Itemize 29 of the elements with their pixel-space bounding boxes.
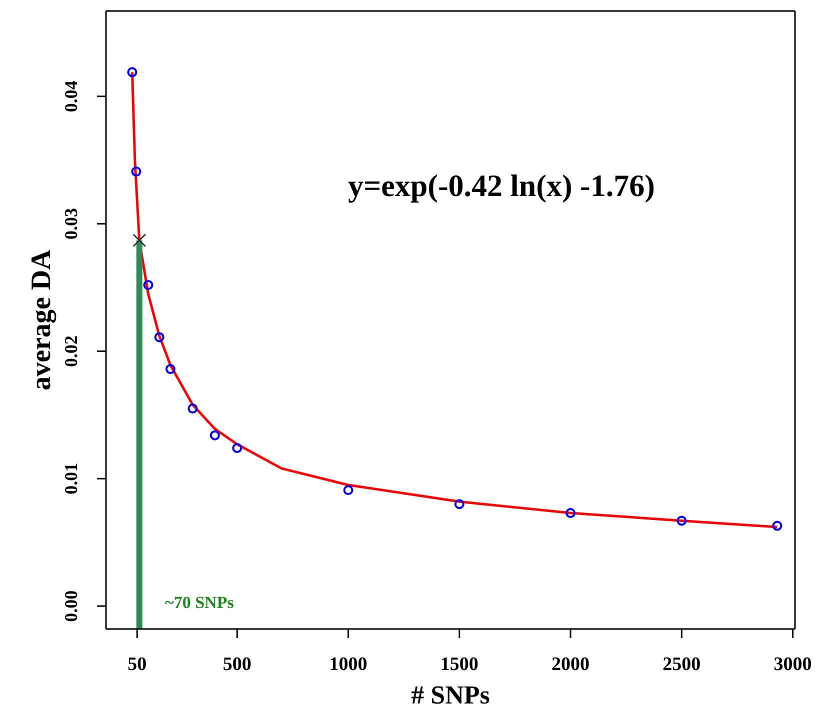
y-tick-label: 0.04 (61, 80, 81, 112)
x-tick-label: 2500 (662, 654, 701, 675)
point (676, 516, 687, 526)
x-tick-label: 1500 (440, 654, 478, 675)
annotation: y=exp(-0.42 ln(x) -1.76) (348, 168, 655, 204)
x-axis-title: # SNPs (411, 680, 490, 710)
point (566, 508, 576, 518)
point (232, 443, 242, 454)
y-tick-label: 0.03 (61, 208, 81, 240)
y-tick-label: 0.01 (61, 462, 81, 494)
point (454, 499, 464, 510)
point (131, 166, 142, 177)
y-axis-title: average DA (26, 248, 57, 390)
point (165, 364, 176, 374)
y-tick-label: 0.02 (61, 335, 81, 367)
point (772, 520, 782, 531)
point (143, 280, 154, 290)
x-tick-label: 1000 (329, 654, 368, 675)
point (188, 404, 198, 414)
point (343, 485, 354, 496)
x-tick-label: 500 (222, 654, 252, 675)
y-tick-label: 0.00 (61, 590, 81, 622)
x-tick-label: 50 (128, 654, 147, 675)
annotation: ~70 SNPs (165, 593, 234, 613)
point (210, 430, 220, 440)
point (154, 332, 164, 342)
x-tick-label: 3000 (774, 654, 812, 675)
x-tick-label: 2000 (552, 654, 590, 675)
point (127, 67, 138, 78)
